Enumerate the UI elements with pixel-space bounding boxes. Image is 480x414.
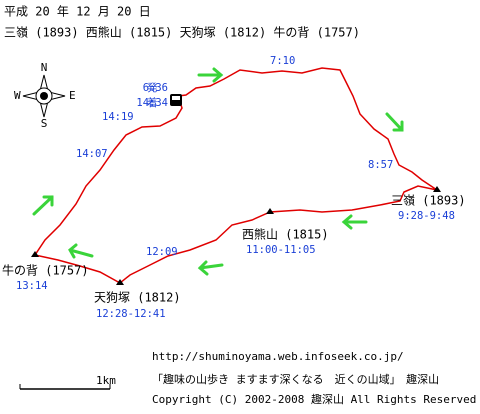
peak-time: 9:28-9:48 xyxy=(398,210,455,222)
time: 8:57 xyxy=(368,159,393,171)
direction-arrows xyxy=(32,67,404,276)
compass-w: W xyxy=(14,89,21,102)
time: 7:10 xyxy=(270,55,295,67)
summit-markers xyxy=(31,186,441,285)
peak-label: 西熊山 (1815) xyxy=(242,227,329,242)
bus-icon xyxy=(170,94,182,106)
peak-label: 三嶺 (1893) xyxy=(391,194,466,208)
depart-time: 6:36 xyxy=(143,82,168,94)
copyright: Copyright (C) 2002-2008 趣深山 All Rights R… xyxy=(152,392,476,406)
time: 12:09 xyxy=(146,246,178,258)
peak-label: 牛の背 (1757) xyxy=(2,263,89,278)
scale-label: 1km xyxy=(96,374,116,387)
arrive-label: 着 xyxy=(147,96,158,109)
peak-time: 11:00-11:05 xyxy=(246,244,316,256)
route xyxy=(33,67,438,284)
compass-e: E xyxy=(69,89,76,102)
compass: N E S W xyxy=(14,61,76,130)
depart-label: 発 xyxy=(147,81,158,94)
arrive-time: 14:34 xyxy=(136,97,168,109)
peak-time: 12:28-12:41 xyxy=(96,308,166,320)
time: 14:07 xyxy=(76,148,108,160)
compass-s: S xyxy=(41,117,48,130)
compass-n: N xyxy=(41,61,48,74)
peak-label: 天狗塚 (1812) xyxy=(94,291,181,305)
peak-time: 13:14 xyxy=(16,280,48,292)
url: http://shuminoyama.web.infoseek.co.jp/ xyxy=(152,350,404,363)
date: 平成 20 年 12 月 20 日 xyxy=(4,5,151,19)
site-name: 「趣味の山歩き ますます深くなる 近くの山域」 趣深山 xyxy=(152,372,439,386)
scale-bar xyxy=(19,384,111,390)
peak-list: 三嶺 (1893) 西熊山 (1815) 天狗塚 (1812) 牛の背 (175… xyxy=(4,25,360,40)
time: 14:19 xyxy=(102,111,134,123)
